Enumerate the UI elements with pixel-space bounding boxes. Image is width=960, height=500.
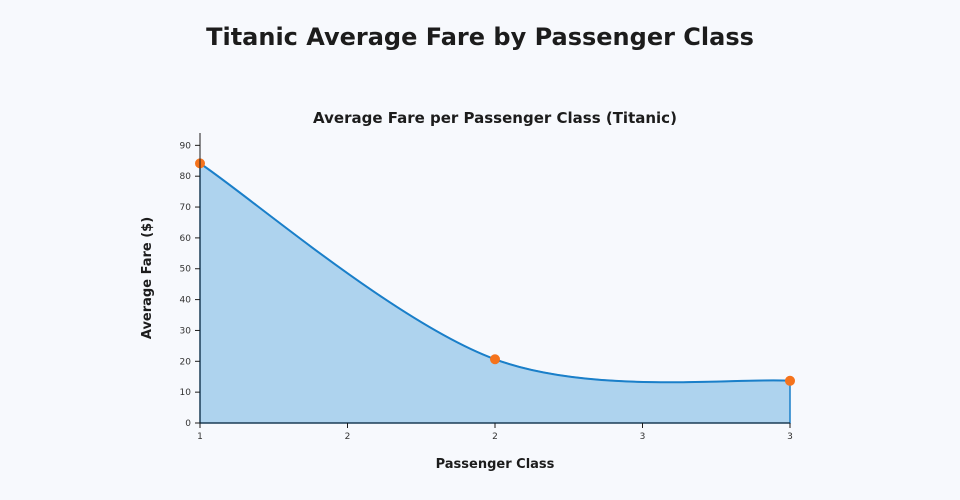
y-axis-ticks: 0 10 20 30 40 50 60 70 80 90 xyxy=(180,141,200,429)
y-axis-label: Average Fare ($) xyxy=(140,217,155,339)
plot-area xyxy=(195,158,795,424)
x-tick-label: 2 xyxy=(345,432,351,442)
y-tick-label: 70 xyxy=(180,203,192,213)
y-tick-label: 0 xyxy=(185,419,191,429)
x-tick-label: 1 xyxy=(197,432,203,442)
y-tick-label: 80 xyxy=(180,172,192,182)
x-tick-label: 3 xyxy=(640,432,646,442)
y-tick-label: 60 xyxy=(180,234,192,244)
y-tick-label: 10 xyxy=(180,388,192,398)
y-tick-label: 20 xyxy=(180,357,192,367)
x-tick-label: 2 xyxy=(492,432,498,442)
area-fill xyxy=(199,161,791,424)
data-point-2[interactable] xyxy=(490,354,500,365)
y-tick-label: 40 xyxy=(180,296,192,306)
x-tick-label: 3 xyxy=(787,432,793,442)
data-point-3[interactable] xyxy=(785,375,795,386)
y-tick-label: 90 xyxy=(180,141,192,151)
page-title: Titanic Average Fare by Passenger Class xyxy=(206,23,754,51)
y-tick-label: 30 xyxy=(180,326,192,336)
x-axis-label: Passenger Class xyxy=(436,457,555,472)
x-axis-ticks: 1 2 2 3 3 xyxy=(197,423,793,442)
y-tick-label: 50 xyxy=(180,265,192,275)
chart-title: Average Fare per Passenger Class (Titani… xyxy=(313,109,677,127)
